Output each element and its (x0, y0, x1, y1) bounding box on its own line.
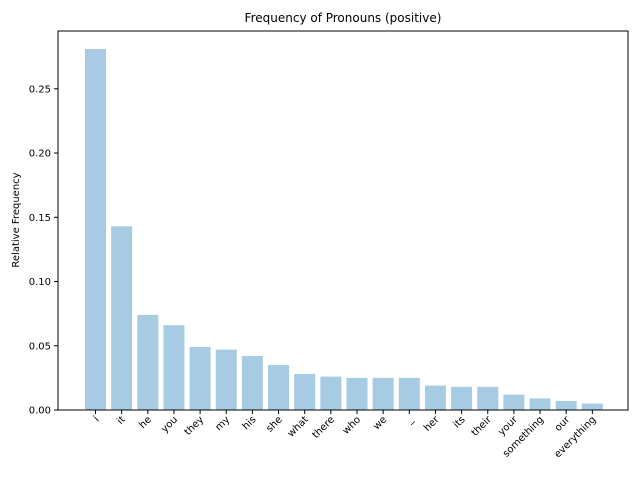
bar-17 (529, 398, 551, 410)
bar-15 (477, 386, 499, 410)
bar-10 (346, 377, 368, 410)
bar-0 (85, 48, 106, 411)
y-axis-label: Relative Frequency (11, 172, 22, 267)
bars-group (85, 48, 603, 411)
y-tick-label-4: 0.20 (29, 149, 51, 160)
x-tick-label-0: i (92, 414, 102, 424)
bar-19 (581, 403, 603, 410)
bar-3 (163, 325, 185, 410)
bar-16 (503, 394, 525, 410)
bar-14 (451, 386, 473, 410)
bar-5 (215, 349, 237, 410)
bar-2 (137, 314, 159, 410)
plot-frame (57, 30, 629, 411)
bar-8 (294, 374, 316, 410)
y-tick-label-2: 0.10 (29, 277, 51, 288)
y-tick-label-1: 0.05 (29, 341, 51, 352)
bar-9 (320, 376, 342, 410)
y-tick-label-5: 0.25 (29, 84, 51, 95)
bar-4 (189, 347, 211, 410)
bar-13 (424, 385, 446, 410)
y-tick-label-0: 0.00 (29, 406, 51, 417)
bar-1 (111, 226, 133, 410)
chart-title: Frequency of Pronouns (positive) (245, 11, 442, 25)
bar-11 (372, 377, 394, 410)
bar-6 (241, 356, 263, 410)
y-tick-label-3: 0.15 (29, 213, 51, 224)
bar-18 (555, 401, 577, 410)
bar-12 (398, 377, 420, 410)
bar-7 (268, 365, 290, 410)
y-ticks-group: 0.00 0.05 0.10 0.15 0.20 0.25 (29, 84, 58, 417)
